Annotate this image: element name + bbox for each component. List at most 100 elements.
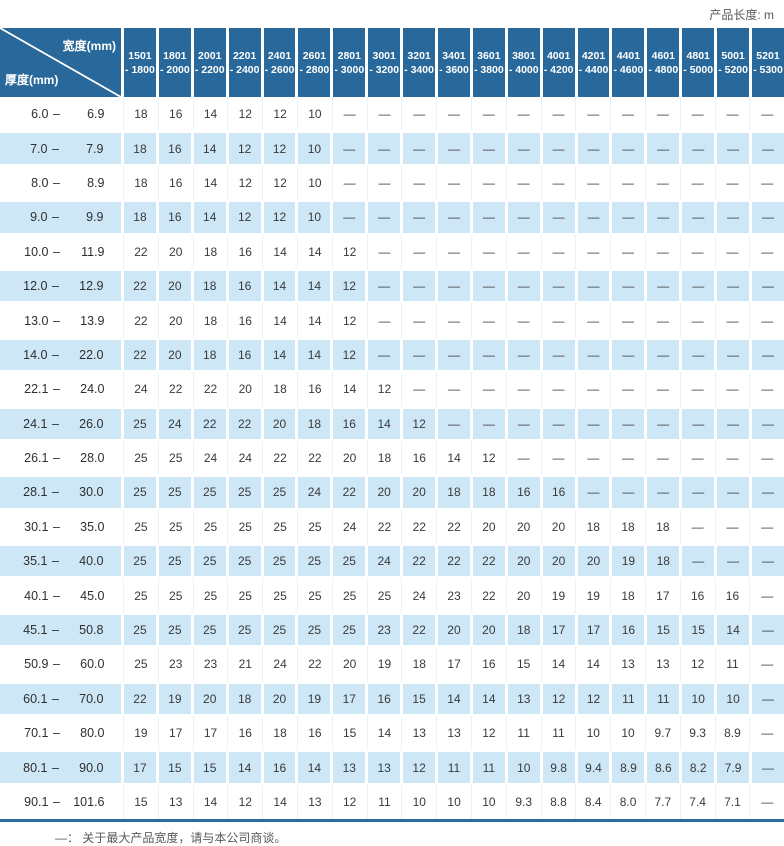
dash-value: —: [438, 131, 473, 166]
dash-value: —: [717, 131, 753, 166]
dash-value: —: [682, 200, 718, 235]
dash-value: —: [577, 475, 613, 510]
dash-value: —: [438, 406, 473, 441]
data-cell: 14: [542, 647, 577, 682]
data-cell: 10: [298, 131, 334, 166]
data-cell: 19: [124, 716, 159, 751]
data-cell: 18: [438, 475, 473, 510]
data-cell: 16: [612, 612, 648, 648]
dash-value: —: [647, 475, 683, 510]
dash-value: —: [716, 372, 751, 407]
row-label: 80.1– 90.0: [0, 750, 124, 785]
dash-value: —: [761, 519, 774, 534]
data-cell: 16: [507, 475, 543, 510]
data-cell: 20: [403, 475, 439, 510]
data-cell: 22: [438, 544, 473, 579]
data-cell: 25: [333, 612, 369, 648]
data-cell: 25: [333, 578, 368, 613]
dash-value: —: [472, 268, 508, 304]
data-cell: 10: [472, 784, 507, 820]
thickness-min: 8.0: [31, 175, 49, 190]
data-cell: 16: [159, 97, 194, 132]
dash-value: —: [612, 475, 648, 510]
row-label: 70.1– 80.0: [0, 716, 124, 751]
data-cell: 20: [158, 337, 194, 373]
table-row: 14.0–22.0 22 20 18 16 14 14 12— — — — — — — — — — — —: [0, 337, 784, 373]
range-dash: –: [52, 554, 59, 569]
thickness-min: 12.0: [23, 279, 48, 294]
data-cell: 17: [542, 612, 578, 648]
data-cell: 21: [228, 647, 264, 682]
data-cell: 22: [124, 681, 159, 717]
data-cell: 25: [124, 612, 159, 648]
data-cell: 19: [576, 578, 612, 613]
dash-value: —: [507, 97, 542, 132]
data-cell: 12: [403, 406, 439, 441]
data-cell: 18: [611, 578, 646, 613]
row-label: 35.1– 40.0: [0, 544, 124, 579]
dash-value: —: [646, 372, 681, 407]
data-cell: 16: [228, 234, 264, 269]
dash-value: —: [647, 406, 683, 441]
width-range-headers: 1501- 1800 1801- 2000 2001- 2200 2201- 2400…: [124, 28, 784, 97]
dash-value: —: [402, 234, 438, 269]
dash-value: —: [646, 440, 681, 476]
col-header-cell: 4001- 4200: [542, 28, 578, 97]
table-row: 8.0–8.9 18 16 14 12 12 10— — — — — — — — — — — — —: [0, 165, 784, 201]
thickness-max: 7.9: [86, 141, 104, 156]
dash-value: —: [717, 544, 753, 579]
dash-value: —: [752, 750, 784, 785]
data-cell: 24: [263, 647, 298, 682]
data-cell: 20: [333, 440, 368, 476]
dash-value: —: [472, 337, 508, 373]
dash-value: —: [752, 406, 784, 441]
data-cell: 18: [194, 303, 229, 338]
dash-value: —: [507, 337, 543, 373]
table-row: 70.1–80.0 19 17 17 16 18 16 15 14 13 13 12 11 11 10 10 9…: [0, 716, 784, 751]
dash-value: —: [333, 200, 369, 235]
data-cell: 8.2: [682, 750, 718, 785]
data-cell: 16: [716, 578, 751, 613]
width-range-line1: 3401: [442, 49, 466, 62]
data-cell: 14: [298, 337, 334, 373]
width-axis-label: 宽度(mm): [62, 39, 116, 53]
width-range-line1: 4201: [581, 49, 606, 62]
data-cell: 25: [298, 612, 334, 648]
col-header-cell: 1501- 1800: [124, 28, 159, 97]
data-cell: 22: [124, 268, 159, 304]
data-cell: 13: [333, 750, 369, 785]
data-cell: 16: [228, 268, 264, 304]
dash-value: —: [752, 337, 784, 373]
data-cell: 13: [507, 681, 543, 717]
dash-value: —: [647, 337, 683, 373]
dash-value: —: [681, 372, 716, 407]
dash-value: —: [681, 509, 716, 545]
width-range-line1: 2401: [267, 49, 292, 62]
row-label: 26.1– 28.0: [0, 440, 124, 476]
data-cell: 25: [228, 578, 264, 613]
data-cell: 10: [507, 750, 543, 785]
thickness-min: 35.1: [23, 554, 48, 569]
thickness-max: 8.9: [87, 175, 105, 190]
data-cell: 14: [263, 303, 298, 338]
col-header-cell: 2801- 3000: [333, 28, 369, 97]
data-cell: 25: [124, 578, 159, 613]
data-cell: 12: [472, 716, 507, 751]
col-header-cell: 2401- 2600: [263, 28, 299, 97]
range-dash: –: [53, 382, 60, 397]
dash-value: —: [752, 612, 784, 648]
dash-value: —: [761, 451, 774, 466]
data-cell: 16: [402, 440, 438, 476]
data-cell: 14: [263, 784, 298, 820]
dash-value: —: [717, 406, 753, 441]
data-cell: 17: [124, 750, 159, 785]
thickness-max: 6.9: [87, 107, 105, 122]
data-cell: 23: [368, 612, 404, 648]
col-header-cell: 2001- 2200: [193, 28, 229, 97]
thickness-axis-label: 厚度(mm): [5, 73, 59, 87]
data-cell: 18: [646, 509, 681, 545]
width-range-line1: 2601: [302, 49, 327, 62]
data-cell: 14: [576, 647, 612, 682]
data-cell: 25: [228, 475, 264, 510]
data-cell: 12: [333, 337, 369, 373]
